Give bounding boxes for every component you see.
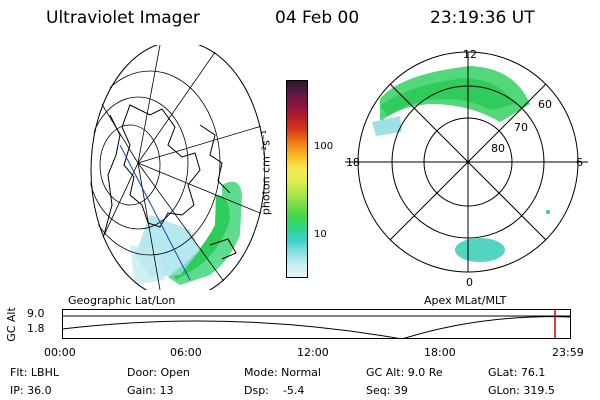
- colorbar-unit-label: photon cm⁻²s⁻¹: [259, 129, 273, 216]
- date-label: 04 Feb 00: [275, 8, 360, 28]
- mlat-label-80: 80: [491, 142, 505, 155]
- mlt-label-18: 18: [346, 156, 360, 169]
- time-tick-0000: 00:00: [44, 346, 76, 359]
- colorbar-tick-100: 100: [314, 141, 334, 152]
- seq-info: Seq: 39: [366, 384, 408, 397]
- time-tick-0600: 06:00: [170, 346, 202, 359]
- right-panel-caption: Apex MLat/MLT: [424, 294, 507, 307]
- dsp-info: Dsp: -5.4: [244, 384, 305, 397]
- mlt-label-12: 12: [463, 48, 477, 61]
- left-panel-caption: Geographic Lat/Lon: [68, 294, 176, 307]
- geographic-map: [90, 45, 265, 290]
- mlt-label-6: 6: [576, 156, 583, 169]
- mlt-label-0: 0: [466, 276, 473, 289]
- colorbar-tick-10: 10: [314, 229, 327, 240]
- altitude-ytick-low: 1.8: [27, 322, 45, 335]
- gcalt-info: GC Alt: 9.0 Re: [366, 366, 443, 379]
- glat-info: GLat: 76.1: [488, 366, 546, 379]
- ip-info: IP: 36.0: [10, 384, 52, 397]
- colorbar: [286, 80, 308, 278]
- time-tick-2359: 23:59: [552, 346, 584, 359]
- altitude-ytick-high: 9.0: [27, 307, 45, 320]
- time-label: 23:19:36 UT: [430, 8, 535, 28]
- polar-plot: [345, 51, 588, 273]
- altitude-axis-label: GC Alt: [4, 307, 18, 342]
- filter-info: Flt: LBHL: [10, 366, 59, 379]
- time-tick-1800: 18:00: [424, 346, 456, 359]
- door-info: Door: Open: [127, 366, 190, 379]
- mlat-label-70: 70: [514, 121, 528, 134]
- time-tick-1200: 12:00: [297, 346, 329, 359]
- mlat-label-60: 60: [538, 98, 552, 111]
- mode-info: Mode: Normal: [244, 366, 321, 379]
- instrument-title: Ultraviolet Imager: [46, 8, 200, 28]
- gain-info: Gain: 13: [127, 384, 174, 397]
- altitude-timeline: [62, 309, 572, 339]
- glon-info: GLon: 319.5: [488, 384, 555, 397]
- colorbar-gradient: [287, 81, 307, 277]
